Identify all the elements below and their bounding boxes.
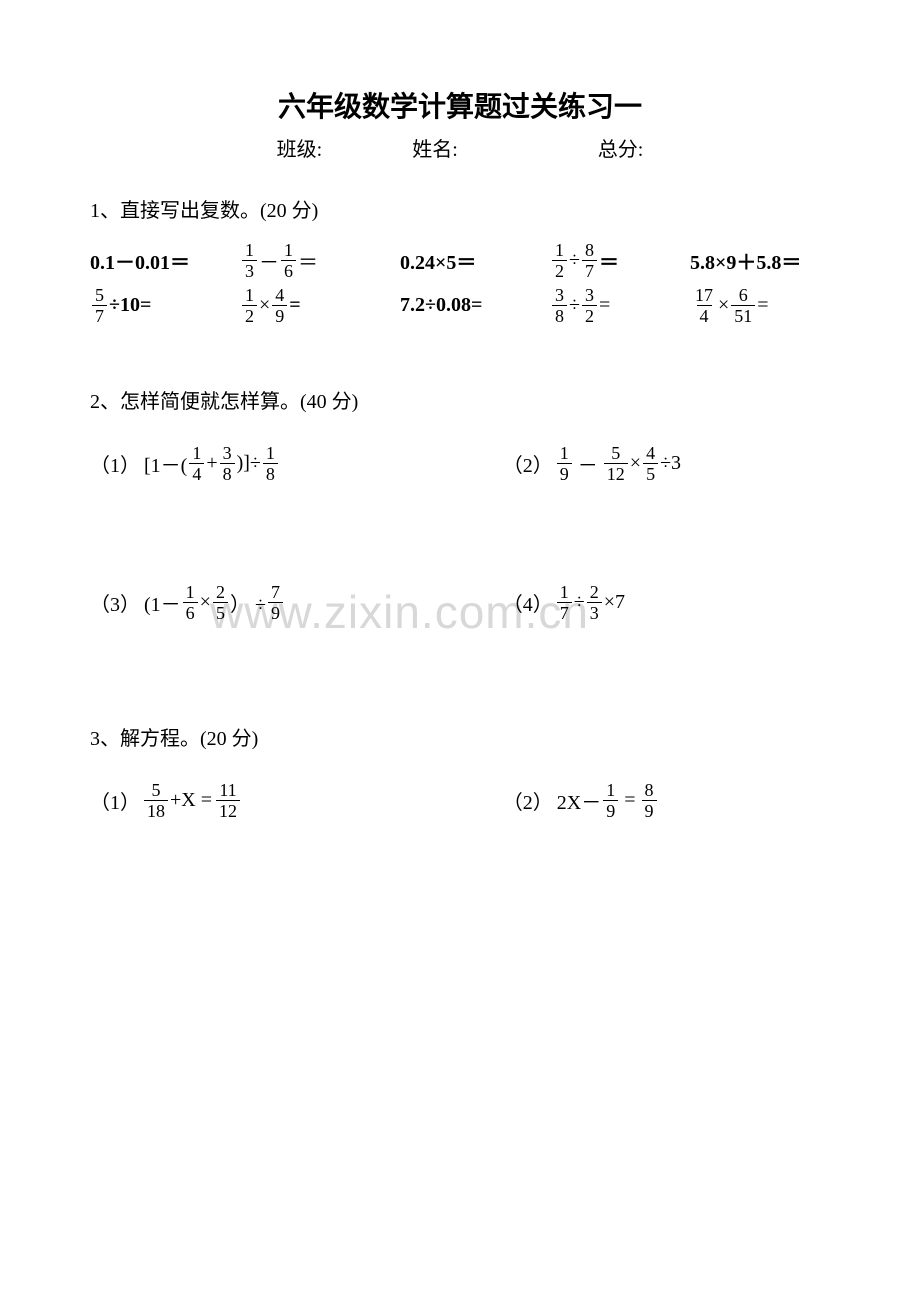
s1r1c5: 5.8×9＋5.8＝ <box>690 246 801 275</box>
s1r1c1: 0.1－0.01＝ <box>90 246 240 275</box>
s1r2c5: 174 × 651 = <box>690 286 769 325</box>
problem-3-2: （2） 2X－ 19 = 89 <box>503 781 659 820</box>
section-1-title: 1、直接写出复数。(20 分) <box>90 194 830 223</box>
document-content: 六年级数学计算题过关练习一 班级: 姓名: 总分: 1、直接写出复数。(20 分… <box>90 85 830 820</box>
section1-row2: 57 ÷10= 12 × 49 = 7.2÷0.08= 38 ÷ 32 = 17… <box>90 286 830 325</box>
s1r1c2: 13 － 16 ＝ <box>240 241 400 280</box>
s1r1c3: 0.24×5＝ <box>400 246 550 275</box>
header-line: 班级: 姓名: 总分: <box>90 133 830 162</box>
section-3-title: 3、解方程。(20 分) <box>90 722 830 751</box>
problem-2-1: （1） [1－( 14 + 38 )]÷ 18 <box>90 444 280 483</box>
section-2-title: 2、怎样简便就怎样算。(40 分) <box>90 385 830 414</box>
section2-row1: （1） [1－( 14 + 38 )]÷ 18 （2） 19 － 512 × 4… <box>90 444 830 483</box>
problem-2-4: （4） 17 ÷ 23 ×7 <box>503 583 625 622</box>
problem-2-3: （3） (1－ 16 × 25 ） ÷ 79 <box>90 583 285 622</box>
problem-3-1: （1） 518 +X = 1112 <box>90 781 242 820</box>
class-label: 班级: <box>277 133 323 162</box>
s1r2c1: 57 ÷10= <box>90 286 240 325</box>
section-1: 1、直接写出复数。(20 分) 0.1－0.01＝ 13 － 16 ＝ 0.24… <box>90 194 830 325</box>
section-3: 3、解方程。(20 分) （1） 518 +X = 1112 （2） 2X－ 1… <box>90 722 830 820</box>
s1r2c4: 38 ÷ 32 = <box>550 286 690 325</box>
s1r1c4: 12 ÷ 87 ＝ <box>550 241 690 280</box>
score-label: 总分: <box>598 133 644 162</box>
section1-row1: 0.1－0.01＝ 13 － 16 ＝ 0.24×5＝ 12 ÷ 87 ＝ 5.… <box>90 241 830 280</box>
name-label: 姓名: <box>412 133 458 162</box>
problem-2-2: （2） 19 － 512 × 45 ÷3 <box>503 444 681 483</box>
s1r2c3: 7.2÷0.08= <box>400 294 550 317</box>
page-title: 六年级数学计算题过关练习一 <box>90 85 830 125</box>
section-2: 2、怎样简便就怎样算。(40 分) （1） [1－( 14 + 38 )]÷ 1… <box>90 385 830 622</box>
section3-row1: （1） 518 +X = 1112 （2） 2X－ 19 = 89 <box>90 781 830 820</box>
s1r2c2: 12 × 49 = <box>240 286 400 325</box>
section2-row2: （3） (1－ 16 × 25 ） ÷ 79 （4） 17 ÷ 23 ×7 <box>90 583 830 622</box>
